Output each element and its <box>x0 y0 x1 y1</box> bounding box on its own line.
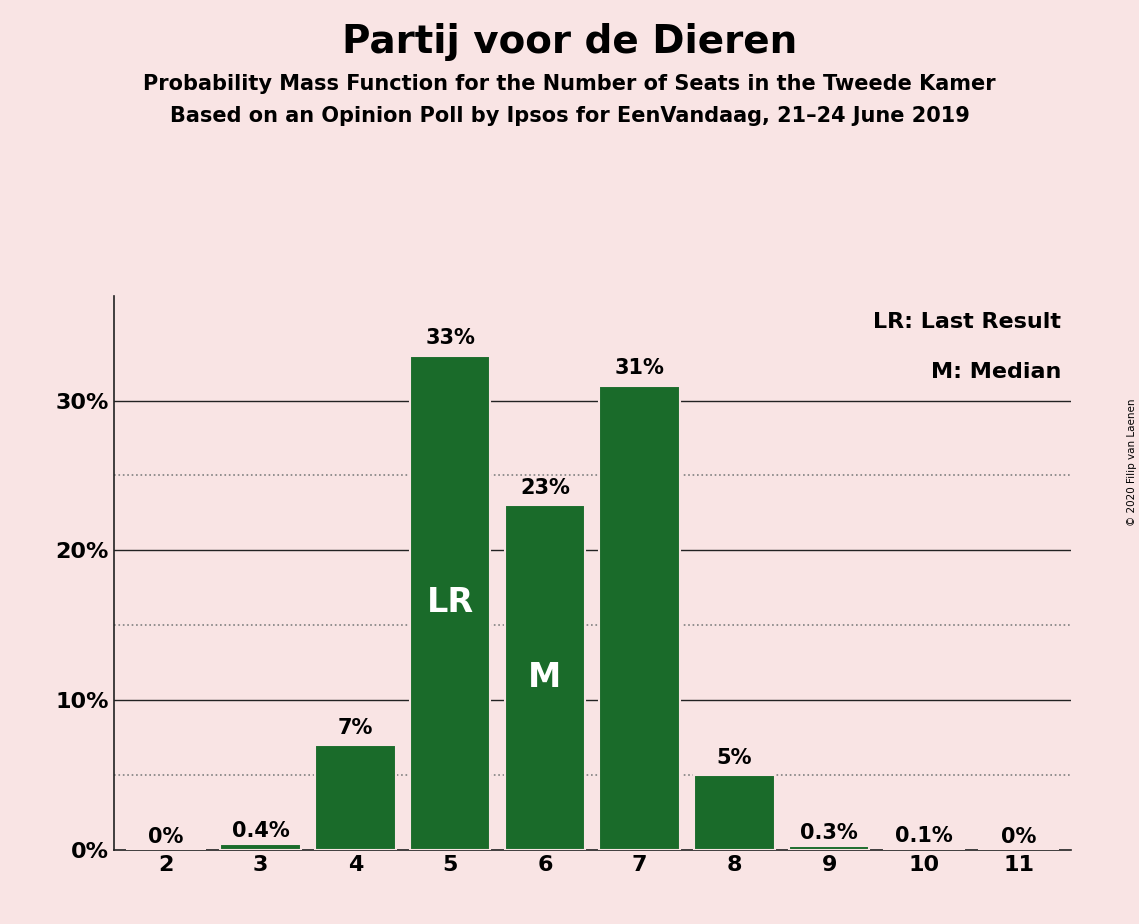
Bar <box>884 848 964 850</box>
Bar <box>221 845 301 850</box>
Text: M: M <box>528 662 562 694</box>
Text: Probability Mass Function for the Number of Seats in the Tweede Kamer: Probability Mass Function for the Number… <box>144 74 995 94</box>
Bar <box>789 845 869 850</box>
Text: 0.1%: 0.1% <box>895 825 952 845</box>
Text: 0%: 0% <box>1001 827 1036 847</box>
Text: 7%: 7% <box>338 718 374 737</box>
Text: 31%: 31% <box>615 359 664 378</box>
Text: LR: LR <box>427 587 474 619</box>
Text: Partij voor de Dieren: Partij voor de Dieren <box>342 23 797 61</box>
Bar <box>316 745 395 850</box>
Text: 0%: 0% <box>148 827 183 847</box>
Text: 5%: 5% <box>716 748 752 768</box>
Text: 23%: 23% <box>521 478 570 498</box>
Text: 33%: 33% <box>425 328 475 348</box>
Bar <box>694 775 775 850</box>
Text: Based on an Opinion Poll by Ipsos for EenVandaag, 21–24 June 2019: Based on an Opinion Poll by Ipsos for Ee… <box>170 106 969 127</box>
Bar <box>505 505 585 850</box>
Bar <box>599 385 680 850</box>
Text: 0.3%: 0.3% <box>801 822 858 843</box>
Text: © 2020 Filip van Laenen: © 2020 Filip van Laenen <box>1126 398 1137 526</box>
Text: M: Median: M: Median <box>931 362 1062 383</box>
Text: 0.4%: 0.4% <box>232 821 289 841</box>
Text: LR: Last Result: LR: Last Result <box>874 312 1062 333</box>
Bar <box>410 356 491 850</box>
